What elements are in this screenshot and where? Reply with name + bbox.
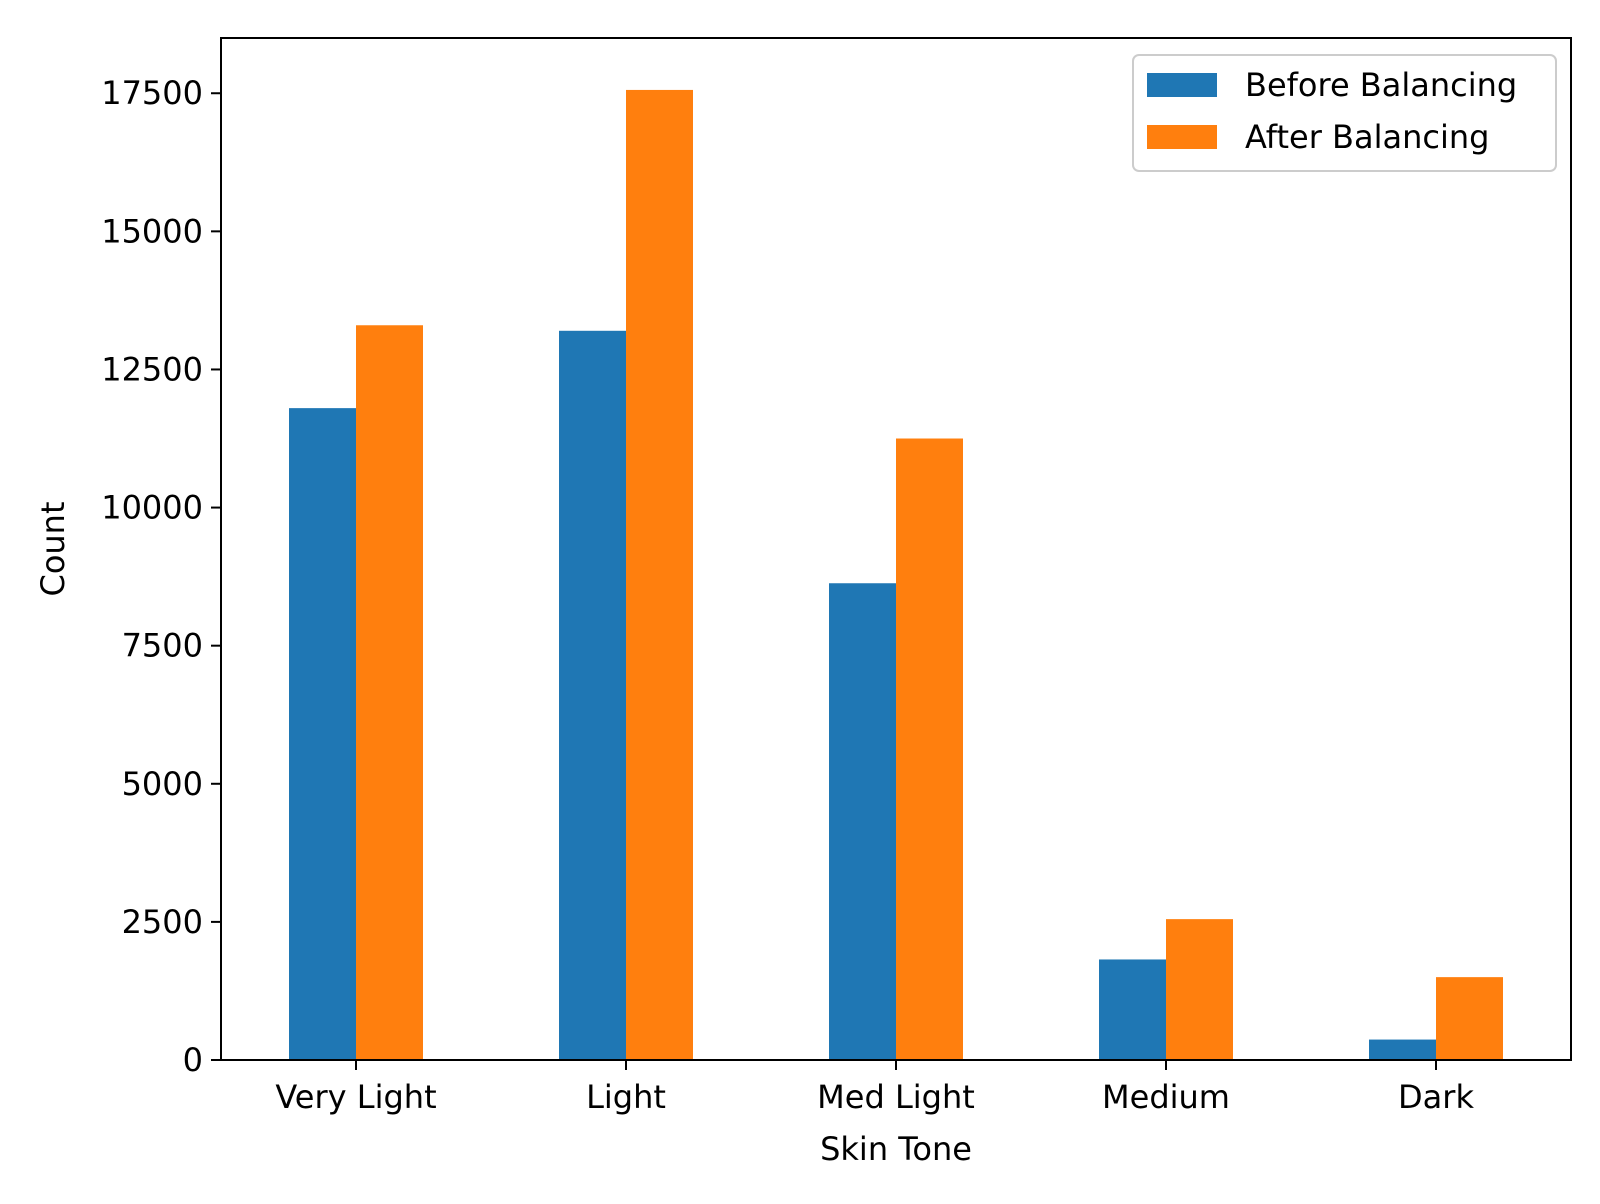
bar-before-medium bbox=[1099, 959, 1166, 1060]
y-tick-label: 7500 bbox=[122, 627, 203, 665]
y-tick-label: 15000 bbox=[101, 212, 203, 250]
y-tick-label: 2500 bbox=[122, 903, 203, 941]
bar-before-med-light bbox=[829, 583, 896, 1060]
x-axis-label: Skin Tone bbox=[820, 1130, 972, 1168]
legend-swatch-after bbox=[1147, 125, 1217, 149]
y-tick-label: 0 bbox=[183, 1041, 203, 1079]
x-tick-label: Light bbox=[586, 1078, 666, 1116]
bar-after-light bbox=[626, 89, 693, 1061]
x-axis: Very Light Light Med Light Medium Dark bbox=[275, 1060, 1474, 1116]
legend-label-after: After Balancing bbox=[1245, 118, 1489, 156]
legend-label-before: Before Balancing bbox=[1245, 66, 1517, 104]
legend-swatch-before bbox=[1147, 73, 1217, 97]
x-tick-label: Med Light bbox=[817, 1078, 975, 1116]
bar-before-very-light bbox=[289, 408, 356, 1060]
y-tick-label: 5000 bbox=[122, 765, 203, 803]
legend-box bbox=[1132, 54, 1557, 172]
y-axis-label: Count bbox=[34, 501, 72, 596]
bars-layer bbox=[289, 89, 1503, 1061]
y-axis: 0 2500 5000 7500 10000 12500 15000 17500 bbox=[101, 74, 221, 1079]
bar-before-light bbox=[559, 330, 626, 1060]
bar-after-dark bbox=[1436, 977, 1503, 1060]
bar-after-very-light bbox=[356, 325, 423, 1060]
x-tick-label: Very Light bbox=[275, 1078, 436, 1116]
bar-after-med-light bbox=[896, 438, 963, 1060]
x-tick-label: Medium bbox=[1102, 1078, 1230, 1116]
legend: Before Balancing After Balancing bbox=[1132, 54, 1557, 172]
x-tick-label: Dark bbox=[1398, 1078, 1474, 1116]
bar-before-dark bbox=[1369, 1039, 1436, 1060]
y-tick-label: 10000 bbox=[101, 489, 203, 527]
y-tick-label: 12500 bbox=[101, 350, 203, 388]
bar-after-medium bbox=[1166, 919, 1233, 1060]
y-tick-label: 17500 bbox=[101, 74, 203, 112]
